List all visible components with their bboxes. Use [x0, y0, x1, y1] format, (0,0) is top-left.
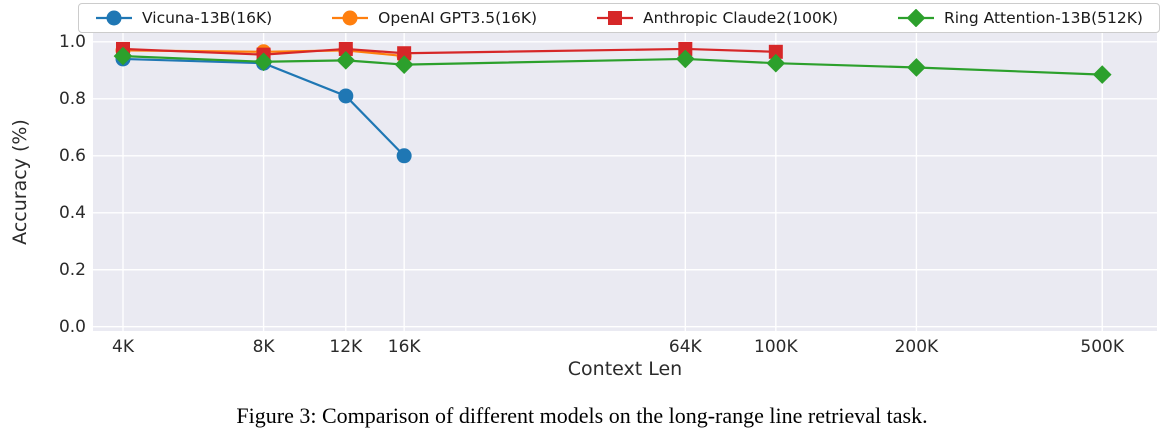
chart-legend: Vicuna-13B(16K) OpenAI GPT3.5(16K) Anthrop…	[78, 3, 1160, 33]
figure-caption: Figure 3: Comparison of different models…	[236, 403, 928, 428]
x-tick-label: 8K	[252, 337, 275, 357]
x-tick-label: 12K	[329, 337, 363, 357]
legend-item-vicuna-13b-16k-[interactable]: Vicuna-13B(16K)	[95, 9, 272, 27]
y-tick-label: 0.6	[58, 145, 86, 166]
y-tick-label: 1.0	[58, 31, 86, 52]
legend-label: Ring Attention-13B(512K)	[943, 9, 1143, 27]
plot-background	[93, 33, 1157, 331]
x-tick-label: 100K	[754, 337, 798, 357]
x-axis-label: Context Len	[567, 358, 683, 380]
y-tick-label: 0.2	[58, 259, 86, 280]
data-point-marker	[678, 41, 693, 56]
x-tick-label: 16K	[387, 337, 421, 357]
legend-label: OpenAI GPT3.5(16K)	[378, 9, 538, 27]
data-point-marker	[906, 9, 926, 27]
data-point-marker	[254, 52, 273, 72]
x-tick-label: 500K	[1080, 337, 1125, 357]
circle-marker-icon	[332, 10, 369, 26]
x-tick-label: 200K	[894, 337, 939, 357]
circle-marker-icon	[96, 10, 132, 26]
data-point-marker	[338, 88, 354, 104]
diamond-marker-icon	[897, 9, 934, 27]
data-point-marker	[397, 46, 412, 61]
data-point-marker	[338, 41, 353, 56]
y-tick-label: 0.8	[58, 88, 86, 109]
legend-item-openai-gpt3-5-16k-[interactable]: OpenAI GPT3.5(16K)	[331, 9, 537, 27]
legend-item-anthropic-claude2-100k-[interactable]: Anthropic Claude2(100K)	[596, 9, 838, 27]
series-line	[122, 54, 1103, 76]
y-axis-label: Accuracy (%)	[9, 119, 31, 245]
y-tick-label: 0.4	[58, 202, 86, 223]
square-marker-icon	[597, 11, 634, 25]
legend-label: Vicuna-13B(16K)	[142, 9, 273, 27]
x-tick-label: 64K	[668, 337, 702, 357]
series-line	[122, 47, 776, 56]
data-point-marker	[1092, 65, 1112, 84]
legend-label: Anthropic Claude2(100K)	[643, 9, 839, 27]
legend-item-ring-attention-13b-512k-[interactable]: Ring Attention-13B(512K)	[897, 9, 1143, 27]
data-point-marker	[396, 148, 412, 164]
data-point-marker	[768, 44, 783, 59]
data-point-marker	[608, 11, 623, 25]
data-point-marker	[336, 51, 356, 70]
series-line	[122, 57, 405, 157]
x-tick-label: 4K	[112, 337, 134, 357]
y-tick-label: 0.0	[58, 316, 86, 337]
data-point-marker	[106, 10, 122, 26]
data-point-marker	[342, 10, 358, 26]
data-point-marker	[394, 55, 414, 74]
